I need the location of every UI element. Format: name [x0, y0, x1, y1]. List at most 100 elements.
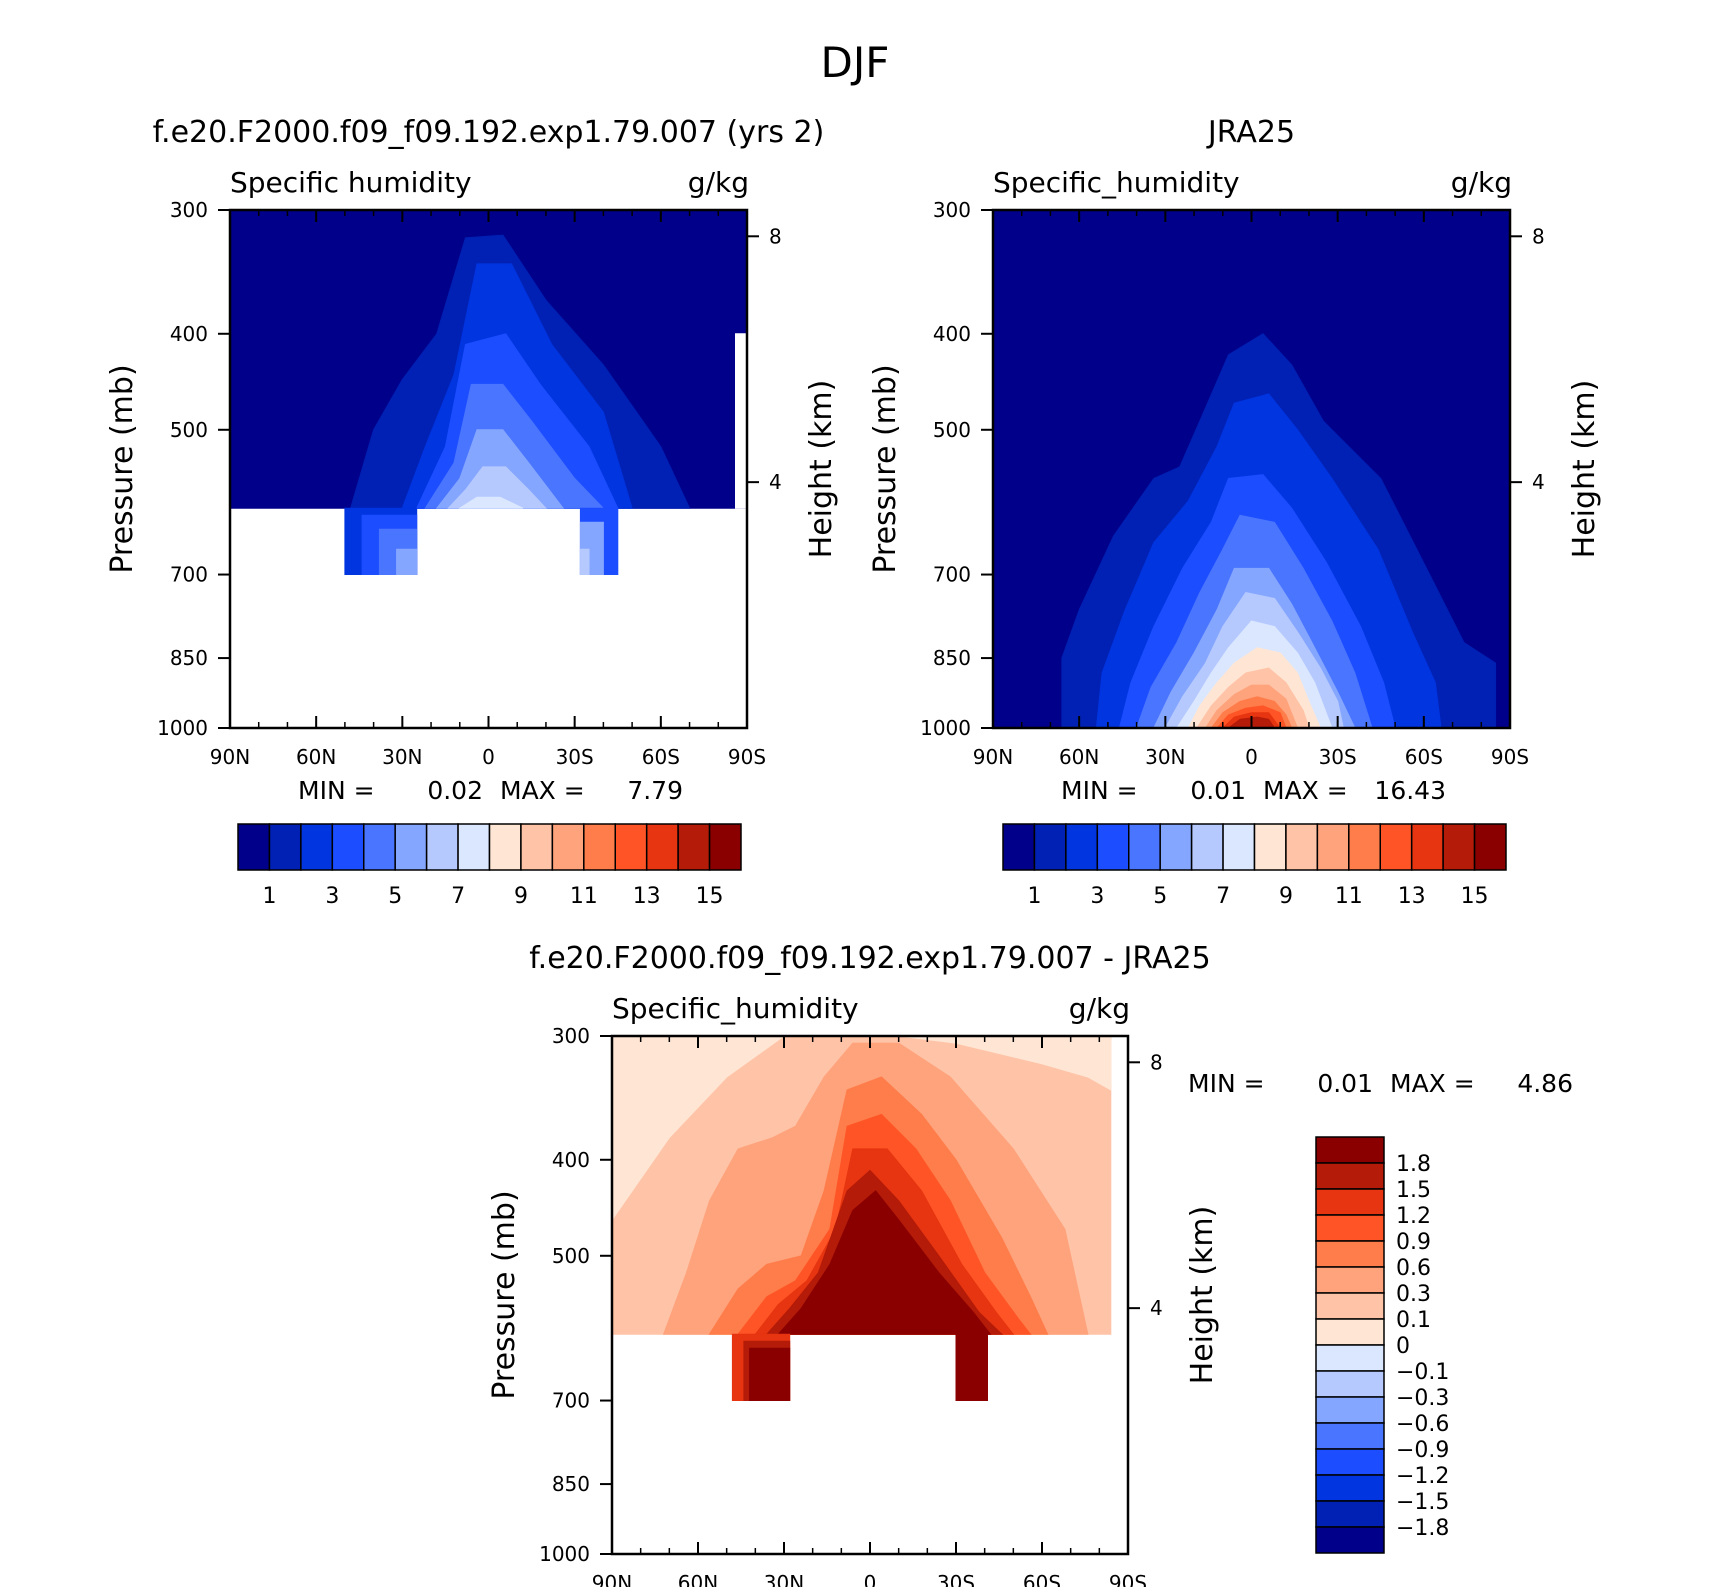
colorbar-label: 3: [325, 884, 339, 909]
x-tick-label: 30N: [764, 1571, 804, 1587]
y-axis-title: Pressure (mb): [105, 364, 140, 573]
contour-band: [396, 548, 418, 575]
colorbar-box: [237, 823, 271, 871]
colorbar-box: [1315, 1526, 1385, 1554]
x-tick-label: 90S: [728, 745, 766, 769]
y-tick-label: 700: [170, 563, 208, 587]
stat-min-value: 0.02: [427, 776, 483, 805]
colorbar-label: −1.2: [1396, 1464, 1449, 1489]
y-axis-right-title: Height (km): [804, 380, 839, 559]
stat-max-label: MAX =: [1390, 1069, 1475, 1098]
colorbar-box: [1315, 1396, 1385, 1424]
colorbar-label: 7: [1216, 884, 1230, 909]
colorbar-label: −0.9: [1396, 1438, 1449, 1463]
colorbar-box: [1315, 1292, 1385, 1320]
missing-region: [735, 333, 747, 509]
plot-area-model: [230, 210, 747, 575]
colorbar-label: 15: [696, 884, 724, 909]
x-tick-label: 90N: [592, 1571, 632, 1587]
panel-subtitle-right: g/kg: [1069, 992, 1130, 1025]
colorbar-label: 0: [1396, 1334, 1410, 1359]
figure-title: DJF: [821, 38, 890, 87]
colorbar-box: [1379, 823, 1413, 871]
x-tick-label: 30S: [556, 745, 594, 769]
y-right-tick-label: 4: [1532, 470, 1545, 494]
x-tick-label: 0: [482, 745, 495, 769]
colorbar-box: [614, 823, 648, 871]
panel-subtitle-left: Specific_humidity: [993, 166, 1240, 199]
y-axis-title: Pressure (mb): [487, 1190, 522, 1399]
x-tick-label: 30S: [937, 1571, 975, 1587]
colorbar-box: [394, 823, 428, 871]
x-tick-label: 90N: [973, 745, 1013, 769]
panel-title: f.e20.F2000.f09_f09.192.exp1.79.007 (yrs…: [153, 115, 825, 150]
colorbar-label: 5: [388, 884, 402, 909]
colorbar-box: [1190, 823, 1224, 871]
colorbar-label: 9: [1279, 884, 1293, 909]
colorbar-box: [457, 823, 491, 871]
colorbar-box: [520, 823, 554, 871]
colorbar-box: [677, 823, 711, 871]
x-tick-label: 60S: [1405, 745, 1443, 769]
colorbar-box: [1315, 1318, 1385, 1346]
colorbar-box: [300, 823, 334, 871]
panel-subtitle-left: Specific humidity: [230, 166, 472, 199]
colorbar-box: [708, 823, 742, 871]
colorbar-box: [1315, 1422, 1385, 1450]
stat-max-value: 16.43: [1374, 776, 1446, 805]
colorbar-box: [1442, 823, 1476, 871]
colorbar-box: [1316, 823, 1350, 871]
y-tick-label: 850: [552, 1472, 590, 1496]
colorbar-box: [1315, 1266, 1385, 1294]
colorbar-label: 13: [1398, 884, 1426, 909]
colorbar-label: 0.3: [1396, 1282, 1431, 1307]
y-tick-label: 1000: [157, 716, 208, 740]
stat-min-value: 0.01: [1317, 1069, 1373, 1098]
contour-band: [458, 496, 524, 509]
colorbar-box: [1096, 823, 1130, 871]
colorbar-label: 11: [570, 884, 598, 909]
y-right-tick-label: 4: [1150, 1296, 1163, 1320]
colorbar-box: [1315, 1188, 1385, 1216]
colorbar-label: 1.5: [1396, 1178, 1431, 1203]
y-tick-label: 500: [170, 418, 208, 442]
colorbar-box: [268, 823, 302, 871]
stat-max-label: MAX =: [500, 776, 585, 805]
colorbar-box: [583, 823, 616, 871]
colorbar-box: [1315, 1448, 1385, 1476]
contour-band: [447, 466, 548, 509]
colorbar-box: [1315, 1370, 1385, 1398]
y-tick-label: 700: [933, 563, 971, 587]
panel-subtitle-right: g/kg: [1451, 166, 1512, 199]
colorbar-box: [1315, 1344, 1385, 1372]
contour-band: [612, 1036, 1112, 1221]
panel-title: f.e20.F2000.f09_f09.192.exp1.79.007 - JR…: [529, 941, 1210, 976]
y-axis-right-title: Height (km): [1567, 380, 1602, 559]
y-right-tick-label: 8: [769, 224, 782, 248]
y-tick-label: 1000: [539, 1542, 590, 1566]
y-tick-label: 400: [170, 322, 208, 346]
colorbar-label: 1.2: [1396, 1204, 1431, 1229]
colorbar-box: [551, 823, 585, 871]
x-tick-label: 90S: [1109, 1571, 1147, 1587]
y-right-tick-label: 4: [769, 470, 782, 494]
x-tick-label: 60N: [678, 1571, 718, 1587]
x-tick-label: 90N: [210, 745, 250, 769]
colorbar-label: −0.6: [1396, 1412, 1449, 1437]
stat-max-label: MAX =: [1263, 776, 1348, 805]
y-axis-title: Pressure (mb): [868, 364, 903, 573]
y-tick-label: 850: [170, 646, 208, 670]
contour-band: [777, 1190, 992, 1335]
colorbar-box: [1033, 823, 1067, 871]
y-tick-label: 300: [933, 198, 971, 222]
colorbar-box: [1315, 1240, 1385, 1268]
colorbar-box: [1159, 823, 1193, 871]
colorbar-label: 1: [262, 884, 276, 909]
y-right-tick-label: 8: [1150, 1050, 1163, 1074]
y-tick-label: 400: [552, 1148, 590, 1172]
y-tick-label: 500: [933, 418, 971, 442]
plot-area-obs: [993, 210, 1510, 728]
colorbar-label: 1.8: [1396, 1152, 1431, 1177]
colorbar-box: [425, 823, 459, 871]
colorbar-box: [1315, 1136, 1385, 1164]
